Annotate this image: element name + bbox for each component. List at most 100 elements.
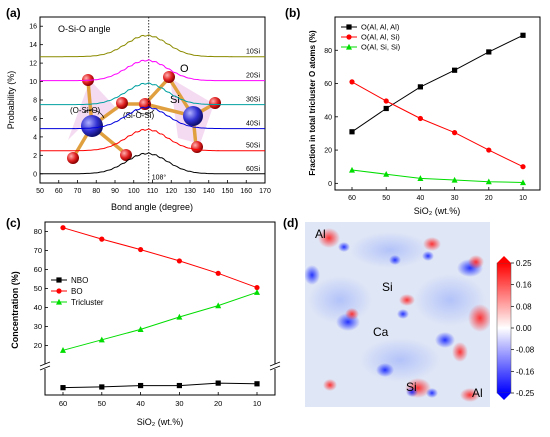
y-tick-label: 10 [29, 79, 37, 86]
data-point [520, 32, 526, 38]
data-point [60, 347, 66, 353]
colorbar-tick-label: -0.16 [516, 367, 535, 376]
data-point [452, 130, 458, 136]
panel-b-axis-ticks: 60 50 40 30 20 10 0 20 40 60 80 [324, 48, 527, 202]
panel-c-series [60, 225, 260, 391]
panel-a: (a) O-Si-O angle Bond angle (degree) Pro… [6, 6, 271, 212]
data-point [349, 166, 355, 173]
atom-labels: Al Si Ca Si Al [315, 227, 483, 400]
y-tick-label: 60 [324, 81, 332, 88]
data-point [486, 147, 492, 153]
o-atom [209, 97, 221, 109]
data-point [99, 384, 105, 390]
panel-b-letter: (b) [285, 6, 300, 20]
data-point [349, 79, 355, 85]
x-tick-label: 140 [203, 188, 215, 195]
data-point [520, 164, 526, 170]
label-osio: (O-Si-O) [70, 106, 101, 115]
data-point [451, 176, 458, 183]
data-point [99, 236, 105, 242]
si-atom-right [183, 106, 203, 126]
label-o: O [180, 63, 189, 75]
data-point [137, 326, 144, 332]
panel-d-letter: (d) [283, 216, 298, 230]
legend-marker [56, 277, 62, 283]
charge-density-map [305, 222, 490, 407]
series-line-O(Al, Si, Si) [351, 169, 524, 183]
y-tick-label: 20 [34, 341, 42, 350]
x-tick-label: 120 [165, 188, 177, 195]
colorbar-tick-label: 0.25 [516, 259, 532, 268]
series-label-60Si: 60Si [246, 166, 260, 173]
colorbar-tick-label: -0.25 [516, 389, 535, 398]
data-point [485, 178, 492, 185]
series-line-10Si [40, 34, 265, 58]
data-point [383, 98, 389, 104]
y-tick-label: 0 [33, 171, 37, 178]
legend-marker [56, 288, 62, 294]
data-point [60, 225, 66, 231]
x-tick-label: 10 [253, 399, 261, 408]
data-point [138, 246, 144, 253]
series-label-10Si: 10Si [246, 49, 260, 56]
x-tick-label: 10 [519, 195, 527, 202]
data-point [254, 289, 260, 295]
panel-c: (c) SiO₂ (wt.%) Concentration (%) 60 50 40… [6, 216, 281, 427]
y-tick-label: 40 [324, 114, 332, 121]
series-line-O(Al, Al, Si) [351, 81, 524, 168]
data-point [417, 84, 423, 90]
legend-label: O(Al, Al, Al) [361, 23, 400, 32]
panel-b-frame [334, 16, 541, 191]
panel-a-letter: (a) [6, 6, 21, 20]
colorbar-tick-label: 0.08 [516, 302, 532, 311]
series-line-O(Al, Al, Al) [351, 34, 524, 133]
panel-b-xlabel: SiO₂ (wt.%) [414, 206, 461, 216]
x-tick-label: 40 [417, 195, 425, 202]
series-line-NBO [62, 382, 258, 389]
x-tick-label: 40 [136, 399, 144, 408]
atom-label-ca: Ca [373, 325, 389, 339]
o-atom [120, 149, 132, 161]
panel-c-legend: NBO BO Tricluster [51, 276, 104, 307]
data-point [520, 179, 526, 186]
x-tick-label: 150 [222, 188, 234, 195]
y-tick-label: 4 [33, 134, 37, 141]
y-tick-label: 70 [34, 246, 42, 255]
o-atom [191, 141, 203, 153]
y-tick-label: 2 [33, 153, 37, 160]
y-tick-label: 50 [34, 284, 42, 293]
osio-angle-arc [83, 109, 105, 119]
panel-a-ylabel: Probability (%) [6, 71, 16, 130]
x-tick-label: 70 [74, 188, 82, 195]
series-line-Tricluster [62, 291, 258, 351]
x-tick-label: 90 [111, 188, 119, 195]
atom-label-si: Si [406, 380, 417, 394]
y-tick-label: 80 [34, 227, 42, 236]
series-line-40Si [40, 106, 265, 130]
x-tick-label: 50 [98, 399, 106, 408]
data-point [176, 382, 182, 389]
series-label-50Si: 50Si [246, 143, 260, 150]
x-tick-label: 110 [147, 188, 158, 195]
axis-break-marks [39, 361, 281, 371]
o-atom [67, 152, 79, 164]
y-tick-label: 8 [33, 98, 37, 105]
x-tick-label: 30 [451, 195, 459, 202]
series-line-BO [62, 227, 258, 289]
o-atom [116, 97, 128, 109]
panel-c-ylabel: Concentration (%) [10, 271, 20, 349]
data-point [215, 302, 222, 309]
data-point [254, 284, 260, 291]
x-tick-label: 170 [259, 188, 271, 195]
panel-c-xlabel: SiO₂ (wt.%) [137, 417, 184, 427]
legend-label: BO [71, 287, 83, 296]
panel-b-ylabel: Fraction in total tricluster O atoms (%) [308, 30, 317, 176]
legend-marker [346, 43, 352, 50]
series-line-50Si [40, 128, 265, 152]
y-tick-label: 12 [29, 61, 37, 68]
data-point [215, 270, 221, 276]
panel-a-axis-ticks: 50 60 70 80 90 100 110 120 130 140 150 160 170 0 2 4 6 8 1… [29, 24, 271, 195]
siosi-angle-arc [135, 109, 155, 115]
panel-a-xlabel: Bond angle (degree) [111, 202, 193, 212]
atom-label-si: Si [382, 280, 393, 294]
